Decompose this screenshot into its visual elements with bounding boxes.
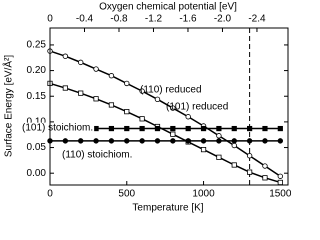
point	[262, 138, 268, 144]
point	[185, 138, 191, 144]
point	[216, 133, 222, 139]
point	[108, 102, 115, 108]
point	[139, 125, 145, 132]
point	[262, 163, 268, 169]
x-tick-label: 0	[47, 189, 53, 200]
y-tick-label: 0.15	[27, 91, 47, 102]
series-label: (101) stoichiom.	[22, 123, 93, 134]
point	[231, 142, 237, 149]
point	[277, 125, 283, 132]
point	[231, 125, 237, 132]
x2-tick-label: -0.4	[76, 14, 94, 25]
label-bg	[61, 149, 134, 161]
point	[154, 125, 161, 132]
x2-tick-label: -1.2	[145, 14, 163, 25]
point	[139, 138, 145, 144]
point	[170, 125, 176, 132]
x2-tick-label: -1.6	[179, 14, 197, 25]
x-tick-label: 500	[118, 189, 135, 200]
x2-tick-label: -2.0	[214, 14, 232, 25]
y-tick-label: 0.10	[27, 117, 47, 128]
point	[108, 73, 115, 79]
y-tick-label: 0.20	[27, 65, 47, 76]
point	[277, 138, 284, 144]
point	[124, 138, 130, 144]
point	[108, 125, 115, 132]
x2-tick-label: -0.8	[110, 14, 128, 25]
point	[246, 153, 253, 159]
x2-tick-label: 0	[47, 14, 53, 25]
y-tick-label: 0.05	[27, 142, 47, 153]
point	[170, 138, 176, 144]
point	[108, 138, 115, 144]
x2-axis-label: Oxygen chemical potential [eV]	[99, 2, 237, 13]
point	[200, 138, 207, 144]
point	[170, 105, 176, 111]
point	[93, 96, 99, 102]
point	[124, 125, 130, 132]
point	[62, 85, 68, 91]
series-label: (110) stoichiom.	[62, 150, 132, 161]
series-line	[49, 82, 281, 184]
point	[93, 125, 99, 132]
point	[200, 146, 207, 153]
point	[216, 154, 222, 160]
point	[277, 179, 283, 186]
point	[216, 125, 222, 132]
series-label: (110) reduced	[140, 85, 202, 96]
point	[185, 125, 191, 132]
point	[216, 138, 222, 144]
series-label: (101) reduced	[166, 102, 228, 113]
point	[139, 116, 145, 122]
point	[200, 125, 207, 132]
point	[262, 125, 268, 132]
point	[277, 173, 284, 179]
y-tick-label: 0.25	[27, 40, 47, 51]
point	[124, 80, 130, 87]
label-bg	[21, 122, 95, 134]
series-line	[49, 50, 281, 177]
point	[185, 114, 191, 120]
x-tick-label: 1000	[192, 189, 215, 200]
point	[62, 138, 69, 144]
chart: Oxygen chemical potential [eV] Temperatu…	[2, 2, 292, 214]
x-tick-label: 1500	[269, 189, 292, 200]
point	[78, 59, 84, 66]
point	[154, 96, 161, 103]
y-tick-label: 0.00	[27, 168, 47, 179]
point	[231, 162, 237, 168]
point	[247, 125, 253, 132]
point	[93, 66, 99, 72]
point	[139, 88, 145, 94]
point	[231, 138, 237, 144]
y-axis-label: Surface Energy [eV/Å²]	[2, 55, 15, 157]
point	[170, 131, 176, 137]
point	[246, 138, 253, 144]
point	[78, 138, 84, 144]
point	[247, 169, 253, 175]
point	[262, 175, 268, 181]
x-axis-label: Temperature [K]	[132, 203, 203, 214]
point	[62, 53, 69, 59]
point	[124, 109, 130, 115]
point	[154, 138, 161, 144]
plot-frame	[49, 27, 289, 186]
point	[93, 138, 99, 144]
point	[78, 90, 84, 96]
x2-tick-label: -2.4	[248, 14, 266, 25]
